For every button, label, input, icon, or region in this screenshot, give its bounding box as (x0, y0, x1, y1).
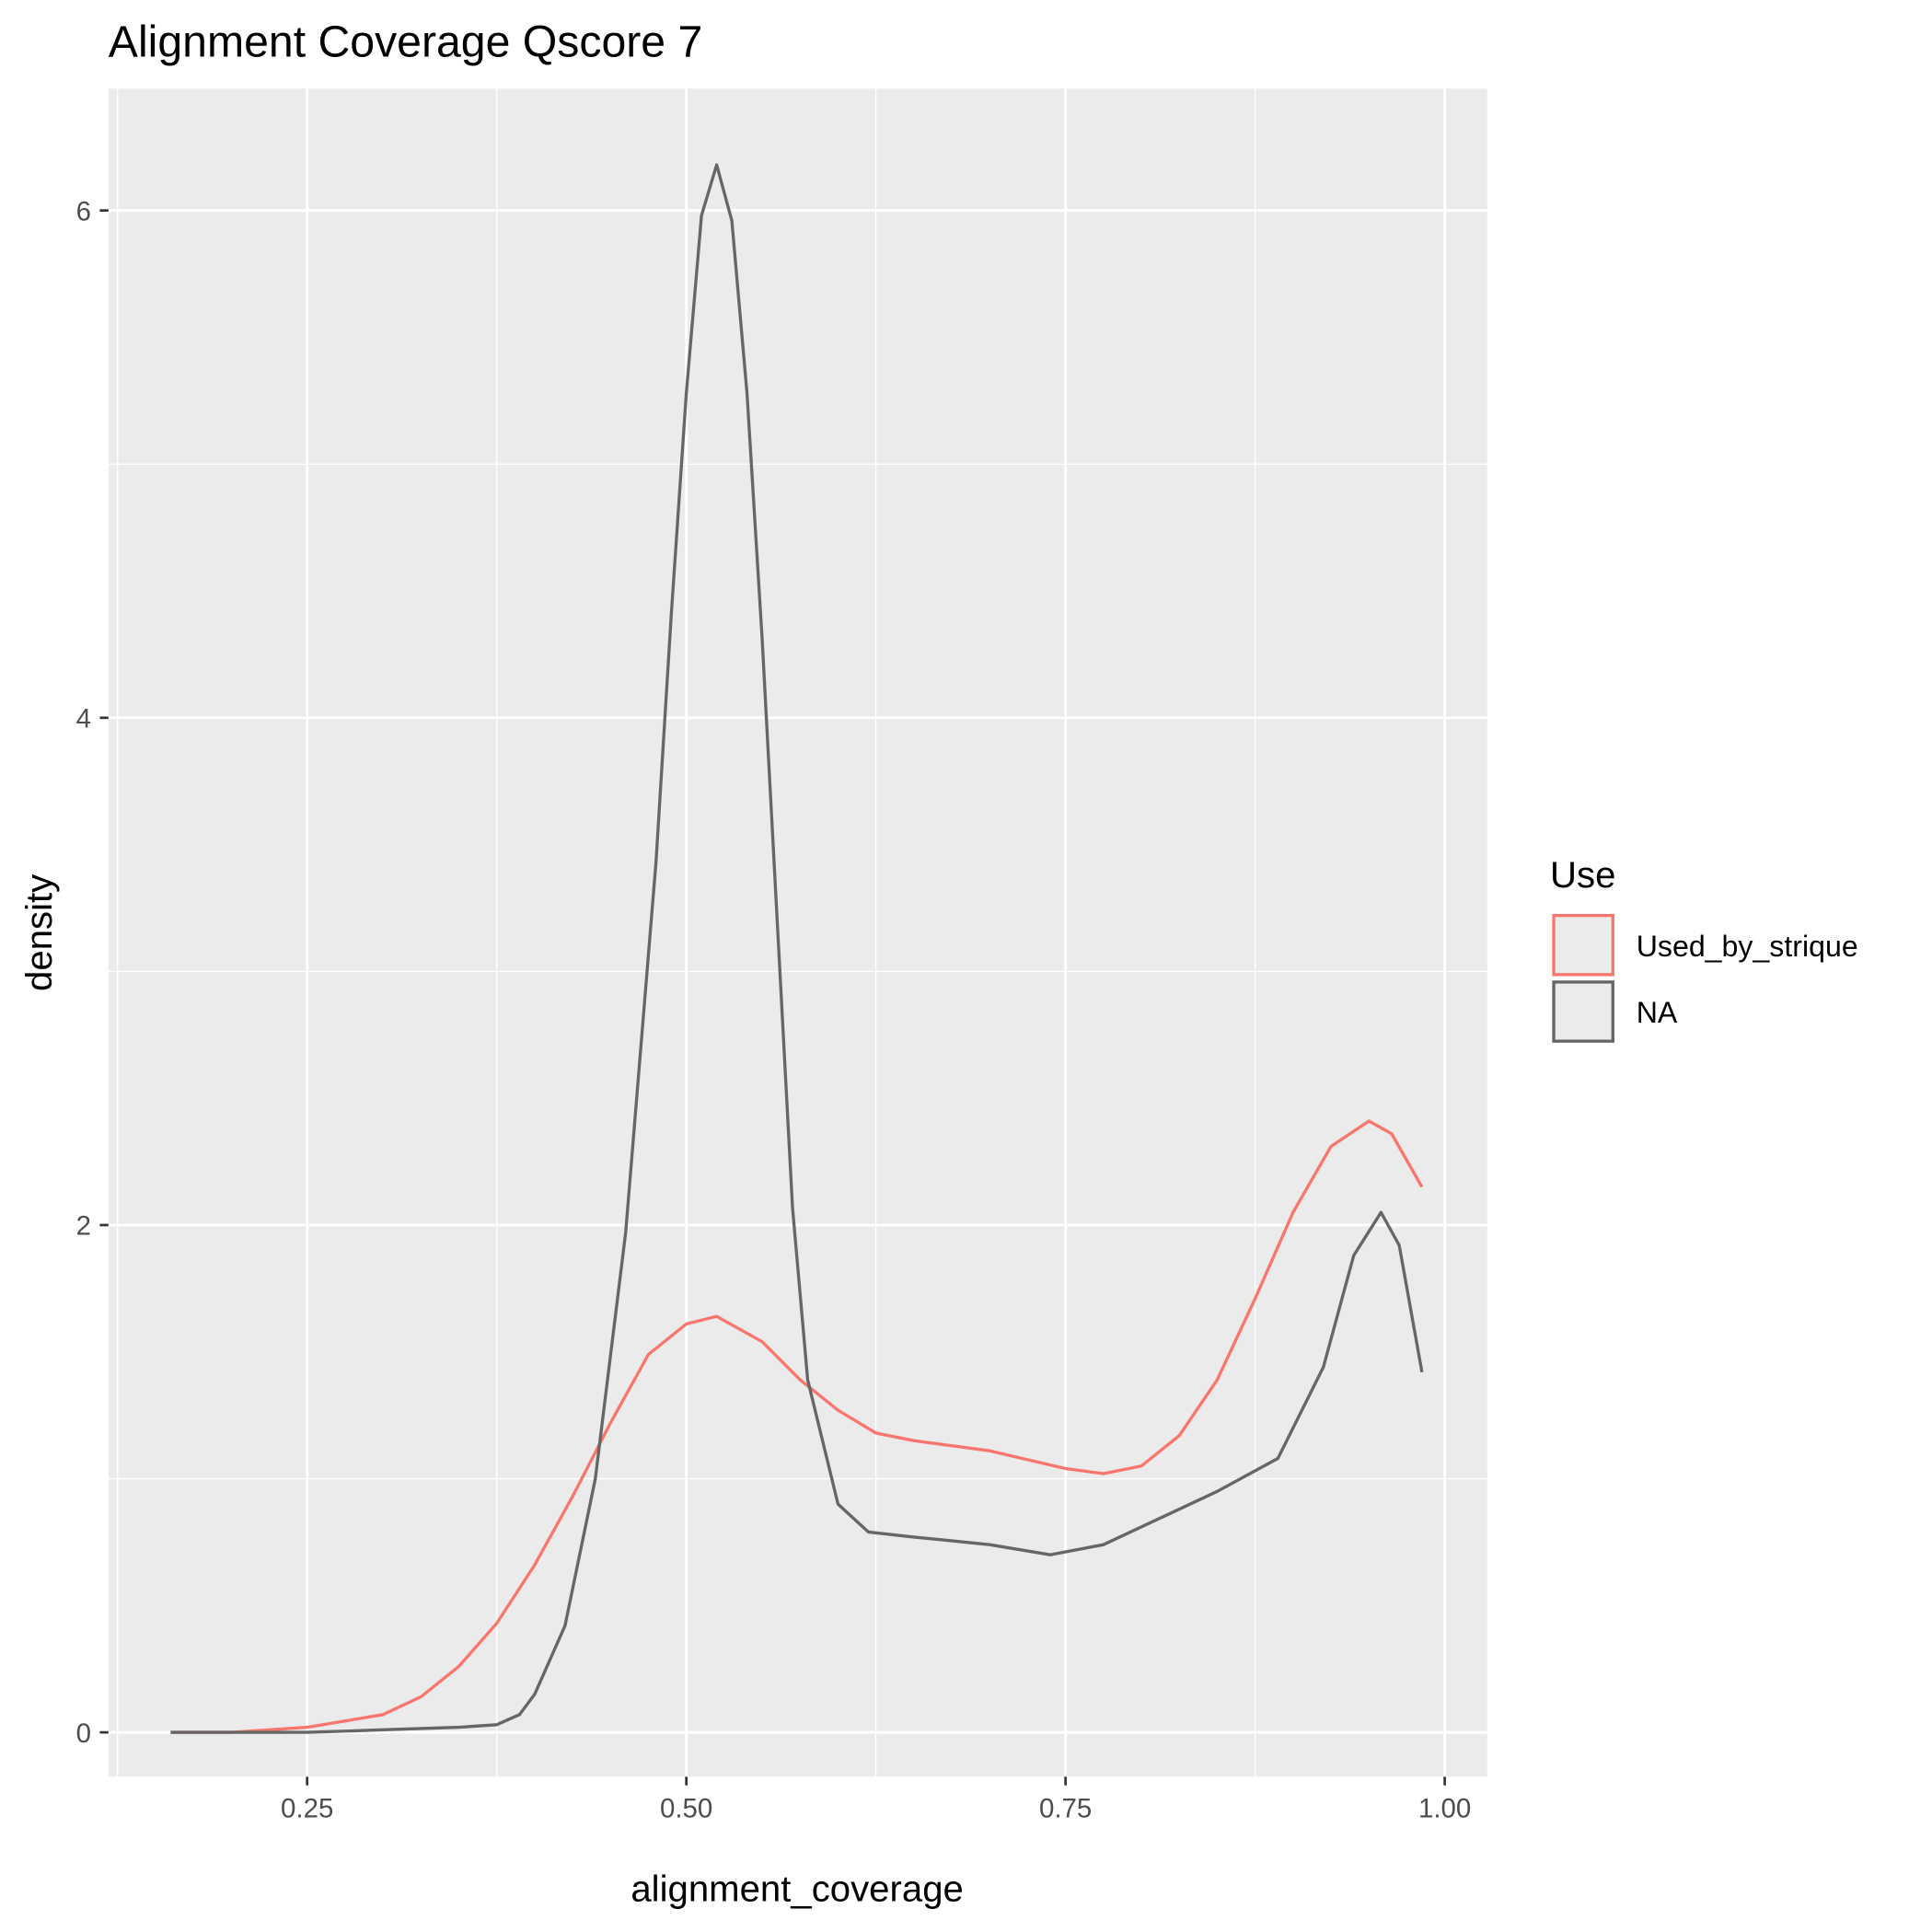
x-tick-label: 0.50 (660, 1794, 712, 1824)
y-axis-title: density (18, 874, 60, 991)
x-tick-label: 0.75 (1039, 1794, 1092, 1824)
x-tick-label: 0.25 (281, 1794, 333, 1824)
y-tick-label: 4 (76, 704, 91, 735)
x-tick-label: 1.00 (1418, 1794, 1471, 1824)
density-line (170, 1119, 1424, 1734)
legend-title: Use (1550, 854, 1615, 896)
legend-key (1552, 980, 1614, 1043)
legend-label: Used_by_strique (1637, 930, 1858, 963)
y-tick-label: 0 (76, 1718, 91, 1749)
panel (108, 88, 1487, 1777)
y-tick-label: 6 (76, 196, 91, 226)
legend-key (1552, 913, 1614, 977)
y-tick-label: 2 (76, 1211, 91, 1242)
x-axis-title: alignment_coverage (631, 1868, 964, 1910)
chart-title: Alignment Coverage Qscore 7 (109, 17, 703, 67)
density-line (170, 163, 1424, 1734)
legend-label: NA (1637, 996, 1678, 1029)
